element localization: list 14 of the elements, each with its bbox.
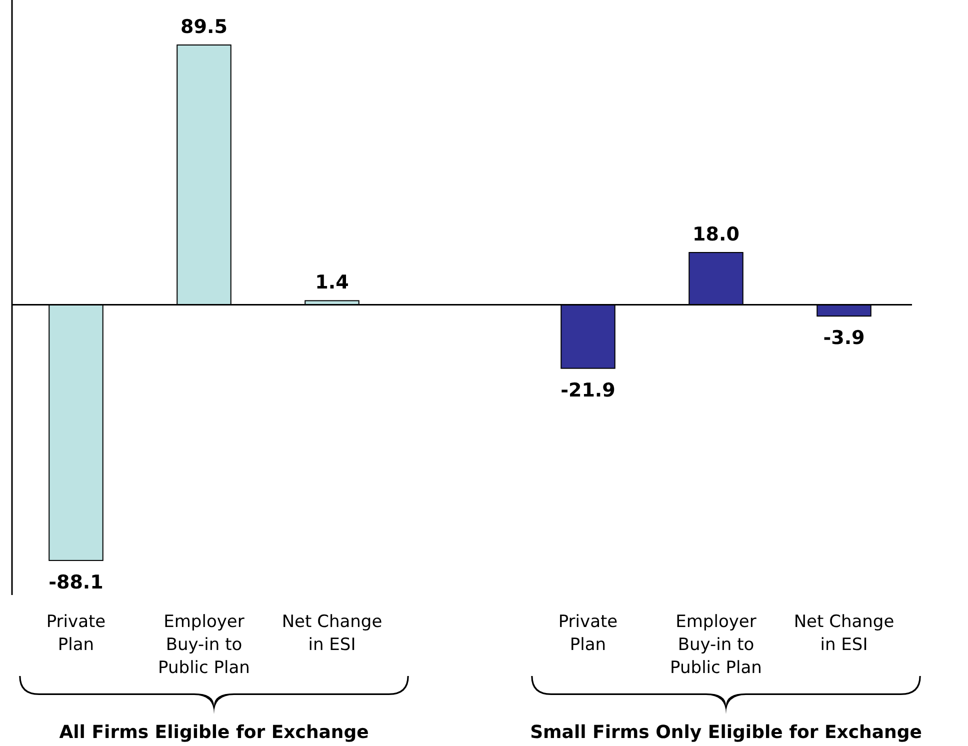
data-label: 18.0 — [692, 224, 740, 246]
data-label: -21.9 — [560, 379, 616, 402]
data-label: 89.5 — [180, 16, 228, 38]
x-tick-label: Private Plan — [46, 612, 106, 655]
text: All Firms Eligible for Exchange — [59, 722, 369, 743]
x-tick-label: Private Plan — [558, 612, 618, 655]
data-label: 1.4 — [315, 272, 349, 294]
data-label: -88.1 — [48, 571, 104, 594]
x-tick-label: Net Change in ESI — [794, 612, 894, 655]
x-tick-label: Employer Buy-in to Public Plan — [158, 612, 250, 678]
text: Small Firms Only Eligible for Exchange — [530, 722, 922, 743]
x-tick-label: Net Change in ESI — [282, 612, 382, 655]
x-tick-label: Employer Buy-in to Public Plan — [670, 612, 762, 678]
data-label: -3.9 — [823, 327, 865, 350]
